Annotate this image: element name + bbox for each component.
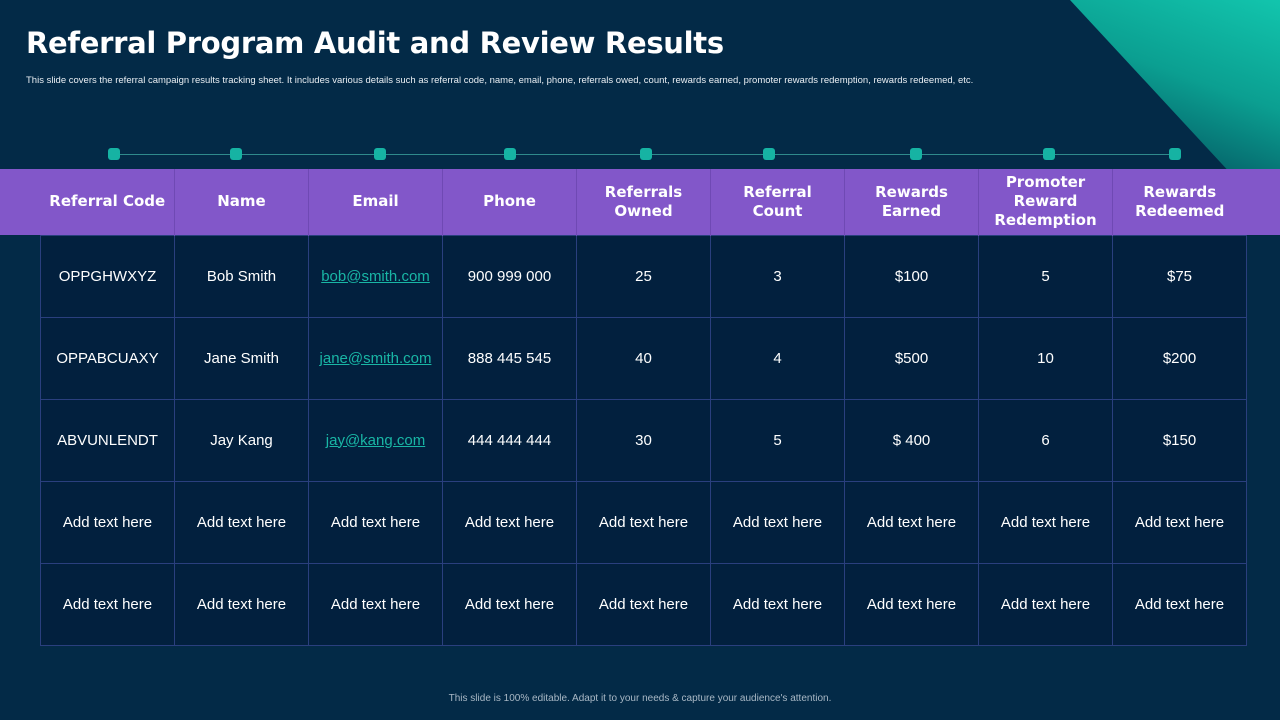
- cell-placeholder: Add text here: [442, 562, 577, 646]
- header-promoter-reward-redemption: Promoter Reward Redemption: [978, 169, 1113, 235]
- cell-email: jane@smith.com: [308, 316, 443, 400]
- timeline-dot: [374, 148, 386, 160]
- timeline-dot: [1169, 148, 1181, 160]
- cell-referral-count: 4: [710, 316, 845, 400]
- cell-name: Jane Smith: [174, 316, 309, 400]
- timeline-dot: [504, 148, 516, 160]
- cell-placeholder: Add text here: [844, 562, 979, 646]
- cell-placeholder: Add text here: [576, 562, 711, 646]
- header-rewards-earned: Rewards Earned: [844, 169, 979, 235]
- cell-rewards-earned: $100: [844, 234, 979, 318]
- table-header-row: Referral Code Name Email Phone Referrals…: [40, 169, 1247, 235]
- email-link[interactable]: bob@smith.com: [321, 267, 430, 285]
- cell-referral-count: 5: [710, 398, 845, 482]
- cell-referral-count: 3: [710, 234, 845, 318]
- table-row: OPPABCUAXY Jane Smith jane@smith.com 888…: [40, 316, 1247, 400]
- header-referral-count: Referral Count: [710, 169, 845, 235]
- cell-email: bob@smith.com: [308, 234, 443, 318]
- cell-placeholder: Add text here: [442, 480, 577, 564]
- cell-email: jay@kang.com: [308, 398, 443, 482]
- cell-placeholder: Add text here: [308, 480, 443, 564]
- cell-placeholder: Add text here: [710, 480, 845, 564]
- cell-placeholder: Add text here: [40, 562, 175, 646]
- email-link[interactable]: jay@kang.com: [325, 431, 426, 449]
- email-link[interactable]: jane@smith.com: [319, 349, 432, 367]
- cell-referral-code: OPPGHWXYZ: [40, 234, 175, 318]
- header-referrals-owned: Referrals Owned: [576, 169, 711, 235]
- cell-placeholder: Add text here: [978, 480, 1113, 564]
- cell-referrals-owned: 25: [576, 234, 711, 318]
- cell-rewards-redeemed: $75: [1112, 234, 1247, 318]
- cell-referral-code: ABVUNLENDT: [40, 398, 175, 482]
- header-email: Email: [308, 169, 443, 235]
- cell-placeholder: Add text here: [844, 480, 979, 564]
- column-marker-timeline: [0, 147, 1280, 161]
- cell-rewards-earned: $ 400: [844, 398, 979, 482]
- table-row: Add text here Add text here Add text her…: [40, 480, 1247, 564]
- footer-note: This slide is 100% editable. Adapt it to…: [448, 693, 832, 704]
- cell-rewards-redeemed: $150: [1112, 398, 1247, 482]
- cell-promoter-reward-redemption: 6: [978, 398, 1113, 482]
- cell-placeholder: Add text here: [1112, 480, 1247, 564]
- cell-referrals-owned: 40: [576, 316, 711, 400]
- header-referral-code: Referral Code: [40, 169, 175, 235]
- cell-placeholder: Add text here: [710, 562, 845, 646]
- cell-name: Jay Kang: [174, 398, 309, 482]
- table-row: ABVUNLENDT Jay Kang jay@kang.com 444 444…: [40, 398, 1247, 482]
- cell-placeholder: Add text here: [40, 480, 175, 564]
- timeline-dot: [1043, 148, 1055, 160]
- header-phone: Phone: [442, 169, 577, 235]
- table-row: OPPGHWXYZ Bob Smith bob@smith.com 900 99…: [40, 234, 1247, 318]
- cell-placeholder: Add text here: [308, 562, 443, 646]
- cell-placeholder: Add text here: [978, 562, 1113, 646]
- page-title: Referral Program Audit and Review Result…: [26, 26, 724, 60]
- cell-placeholder: Add text here: [1112, 562, 1247, 646]
- cell-referral-code: OPPABCUAXY: [40, 316, 175, 400]
- header-rewards-redeemed: Rewards Redeemed: [1112, 169, 1247, 235]
- header-name: Name: [174, 169, 309, 235]
- cell-promoter-reward-redemption: 10: [978, 316, 1113, 400]
- timeline-dot: [108, 148, 120, 160]
- cell-placeholder: Add text here: [174, 480, 309, 564]
- cell-placeholder: Add text here: [174, 562, 309, 646]
- cell-rewards-earned: $500: [844, 316, 979, 400]
- timeline-dot: [763, 148, 775, 160]
- table-row: Add text here Add text here Add text her…: [40, 562, 1247, 646]
- timeline-dot: [910, 148, 922, 160]
- cell-phone: 444 444 444: [442, 398, 577, 482]
- page-subtitle: This slide covers the referral campaign …: [26, 75, 974, 86]
- timeline-dot: [230, 148, 242, 160]
- cell-promoter-reward-redemption: 5: [978, 234, 1113, 318]
- cell-phone: 900 999 000: [442, 234, 577, 318]
- cell-referrals-owned: 30: [576, 398, 711, 482]
- cell-name: Bob Smith: [174, 234, 309, 318]
- timeline-dot: [640, 148, 652, 160]
- referral-results-table: Referral Code Name Email Phone Referrals…: [40, 169, 1247, 646]
- cell-phone: 888 445 545: [442, 316, 577, 400]
- cell-placeholder: Add text here: [576, 480, 711, 564]
- cell-rewards-redeemed: $200: [1112, 316, 1247, 400]
